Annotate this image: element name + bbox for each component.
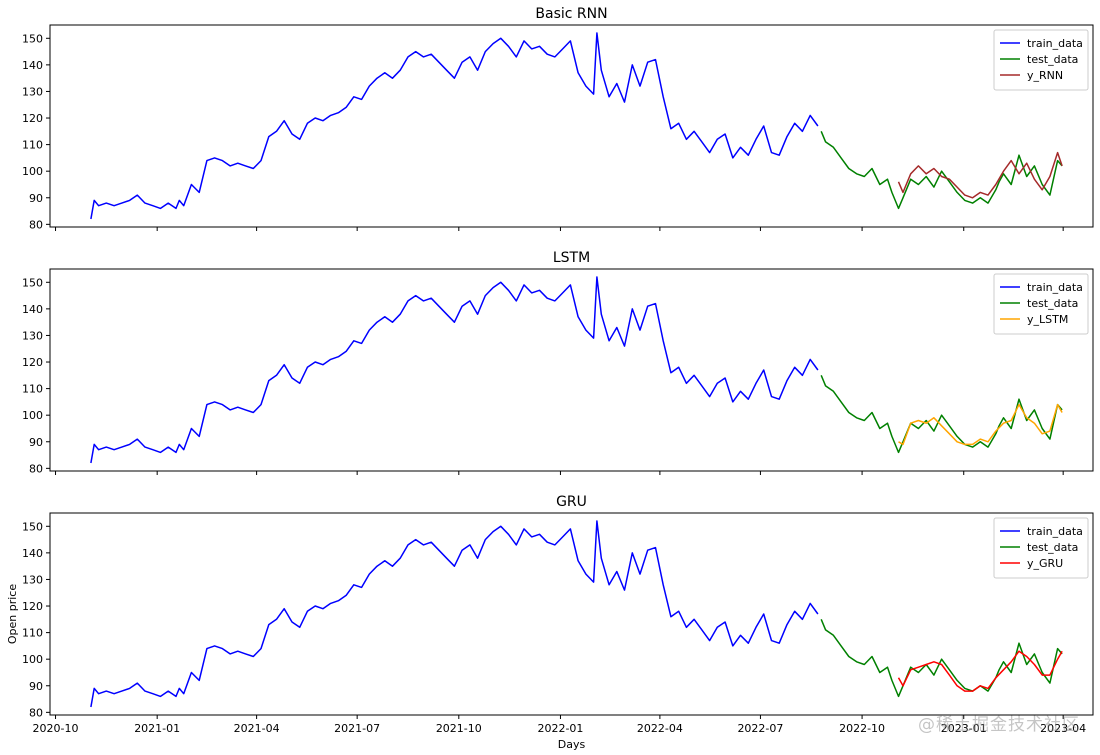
y-tick-label: 130	[22, 329, 43, 342]
basic-rnn-plot-frame	[49, 24, 1094, 228]
series-line-train-data-basic-rnn	[90, 32, 819, 220]
y-tick-label: 110	[22, 383, 43, 396]
series-line-test-data-gru	[820, 619, 1063, 698]
legend-label-y-lstm: y_LSTM	[1027, 313, 1068, 326]
legend-label-y-rnn: y_RNN	[1027, 69, 1063, 82]
series-line-test-data-basic-rnn	[820, 131, 1063, 210]
x-tick-label: 2022-01	[537, 722, 583, 735]
y-tick-label: 130	[22, 85, 43, 98]
series-line-test-data-lstm	[820, 375, 1063, 454]
legend-label-train-data: train_data	[1027, 37, 1083, 50]
x-tick-label: 2022-04	[637, 722, 683, 735]
y-tick-label: 130	[22, 573, 43, 586]
x-tick-label: 2023-04	[1040, 722, 1086, 735]
series-line-y-gru-gru	[897, 650, 1063, 692]
y-tick-label: 90	[29, 192, 43, 205]
lstm-plot-frame	[49, 268, 1094, 472]
gru-plot-frame	[49, 512, 1094, 716]
x-tick-label: 2020-10	[33, 722, 79, 735]
x-tick-label: 2023-01	[941, 722, 987, 735]
legend-label-test-data: test_data	[1027, 297, 1078, 310]
x-tick-label: 2021-01	[134, 722, 180, 735]
legend-label-test-data: test_data	[1027, 53, 1078, 66]
y-tick-label: 100	[22, 409, 43, 422]
y-tick-label: 110	[22, 627, 43, 640]
y-tick-label: 100	[22, 653, 43, 666]
y-tick-label: 140	[22, 303, 43, 316]
y-tick-label: 80	[29, 462, 43, 475]
series-line-train-data-lstm	[90, 276, 819, 464]
y-tick-label: 120	[22, 112, 43, 125]
y-tick-label: 90	[29, 680, 43, 693]
y-tick-label: 110	[22, 139, 43, 152]
x-tick-label: 2022-07	[737, 722, 783, 735]
x-tick-label: 2022-10	[839, 722, 885, 735]
y-tick-label: 150	[22, 520, 43, 533]
y-tick-label: 80	[29, 706, 43, 719]
y-tick-label: 90	[29, 436, 43, 449]
x-tick-label: 2021-10	[436, 722, 482, 735]
y-tick-label: 120	[22, 600, 43, 613]
y-tick-label: 140	[22, 547, 43, 560]
x-tick-label: 2021-04	[234, 722, 280, 735]
legend-label-train-data: train_data	[1027, 525, 1083, 538]
series-line-y-rnn-basic-rnn	[897, 151, 1063, 199]
series-line-train-data-gru	[90, 520, 819, 708]
legend-label-test-data: test_data	[1027, 541, 1078, 554]
basic-rnn-chart-title: Basic RNN	[535, 6, 607, 22]
y-tick-label: 150	[22, 276, 43, 289]
y-tick-label: 80	[29, 218, 43, 231]
x-axis-label: Days	[558, 738, 586, 751]
y-tick-label: 150	[22, 32, 43, 45]
lstm-chart-title: LSTM	[553, 250, 590, 266]
legend-label-y-gru: y_GRU	[1027, 557, 1063, 570]
legend-label-train-data: train_data	[1027, 281, 1083, 294]
gru-chart-title: GRU	[556, 494, 587, 510]
series-line-y-lstm-lstm	[898, 403, 1063, 446]
y-tick-label: 140	[22, 59, 43, 72]
y-axis-label: Open price	[6, 584, 19, 644]
y-tick-label: 120	[22, 356, 43, 369]
y-tick-label: 100	[22, 165, 43, 178]
x-tick-label: 2021-07	[334, 722, 380, 735]
